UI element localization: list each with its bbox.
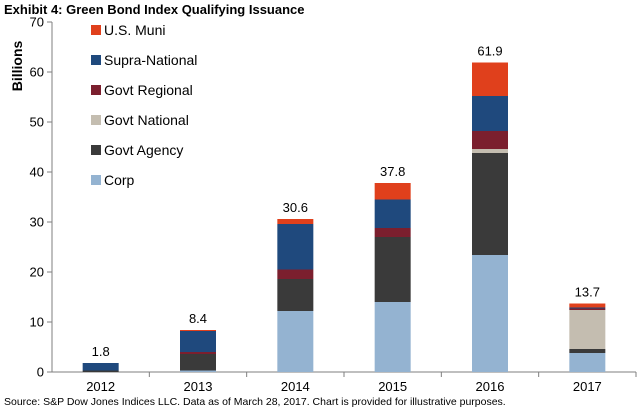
legend-swatch [91,55,101,65]
bar-segment [277,279,314,311]
y-tick-label: 50 [30,115,44,130]
bar-segment [82,363,119,371]
legend-swatch [91,175,101,185]
bars: 1.8 8.4 30.6 37.8 61.9 13.7 [82,44,606,372]
x-tick-label: 2016 [476,379,505,394]
total-label: 1.8 [92,344,110,359]
bar-segment [569,310,606,349]
legend-label: Corp [104,172,135,188]
bar-segment [374,183,411,200]
legend: U.S. Muni Supra-National Govt Regional Govt… [91,22,197,188]
legend-swatch [91,145,101,155]
legend-label: Govt National [104,112,189,128]
bar-segment [472,149,508,153]
x-tick-label: 2017 [573,379,602,394]
total-label: 13.7 [575,285,600,300]
stacked-bar-chart: 0 10 20 30 40 50 60 70 Billions 2012 2013 2014 2015 2… [9,15,637,394]
bar-segment [374,302,411,372]
legend-swatch [91,85,101,95]
bar-segment [374,237,411,302]
bar-segment [472,131,508,149]
total-label: 8.4 [189,311,207,326]
y-tick-label: 20 [30,265,44,280]
legend-label: Govt Agency [104,142,183,158]
bar-segment [569,353,606,372]
bar-segment [180,330,216,331]
bar-segment [277,311,314,372]
x-tick-label: 2012 [86,379,115,394]
chart-title: Exhibit 4: Green Bond Index Qualifying I… [4,2,305,17]
y-tick-label: 0 [37,365,44,380]
x-tick-label: 2013 [184,379,213,394]
bar-segment [569,307,606,309]
bar-segment [472,153,508,255]
bar-segment [180,370,216,372]
legend-label: U.S. Muni [104,22,165,38]
bar-segment [180,354,216,371]
total-label: 61.9 [477,44,502,59]
axes: 0 10 20 30 40 50 60 70 Billions 2012 2013 2014 2015 2… [9,15,637,394]
total-label: 30.6 [283,200,308,215]
bar-segment [472,96,508,131]
bar-segment [277,224,314,270]
y-tick-label: 40 [30,165,44,180]
x-tick-label: 2015 [378,379,407,394]
legend-swatch [91,25,101,35]
legend-label: Govt Regional [104,82,193,98]
x-tick-label: 2014 [281,379,310,394]
bar-segment [569,303,606,308]
y-tick-label: 70 [30,15,44,30]
bar-segment [374,228,411,237]
y-tick-label: 60 [30,65,44,80]
bar-segment [569,308,606,310]
bar-segment [472,62,508,96]
bar-segment [180,352,216,354]
y-axis-label: Billions [9,41,25,92]
y-tick-label: 30 [30,215,44,230]
bar-segment [277,269,314,279]
bar-segment [374,199,411,228]
total-label: 37.8 [380,164,405,179]
bar-segment [472,255,508,372]
source-note: Source: S&P Dow Jones Indices LLC. Data … [4,396,506,408]
bar-segment [82,370,119,372]
bar-segment [277,219,314,224]
bar-segment [180,331,216,352]
legend-label: Supra-National [104,52,197,68]
y-tick-label: 10 [30,315,44,330]
legend-swatch [91,115,101,125]
bar-segment [569,349,606,353]
